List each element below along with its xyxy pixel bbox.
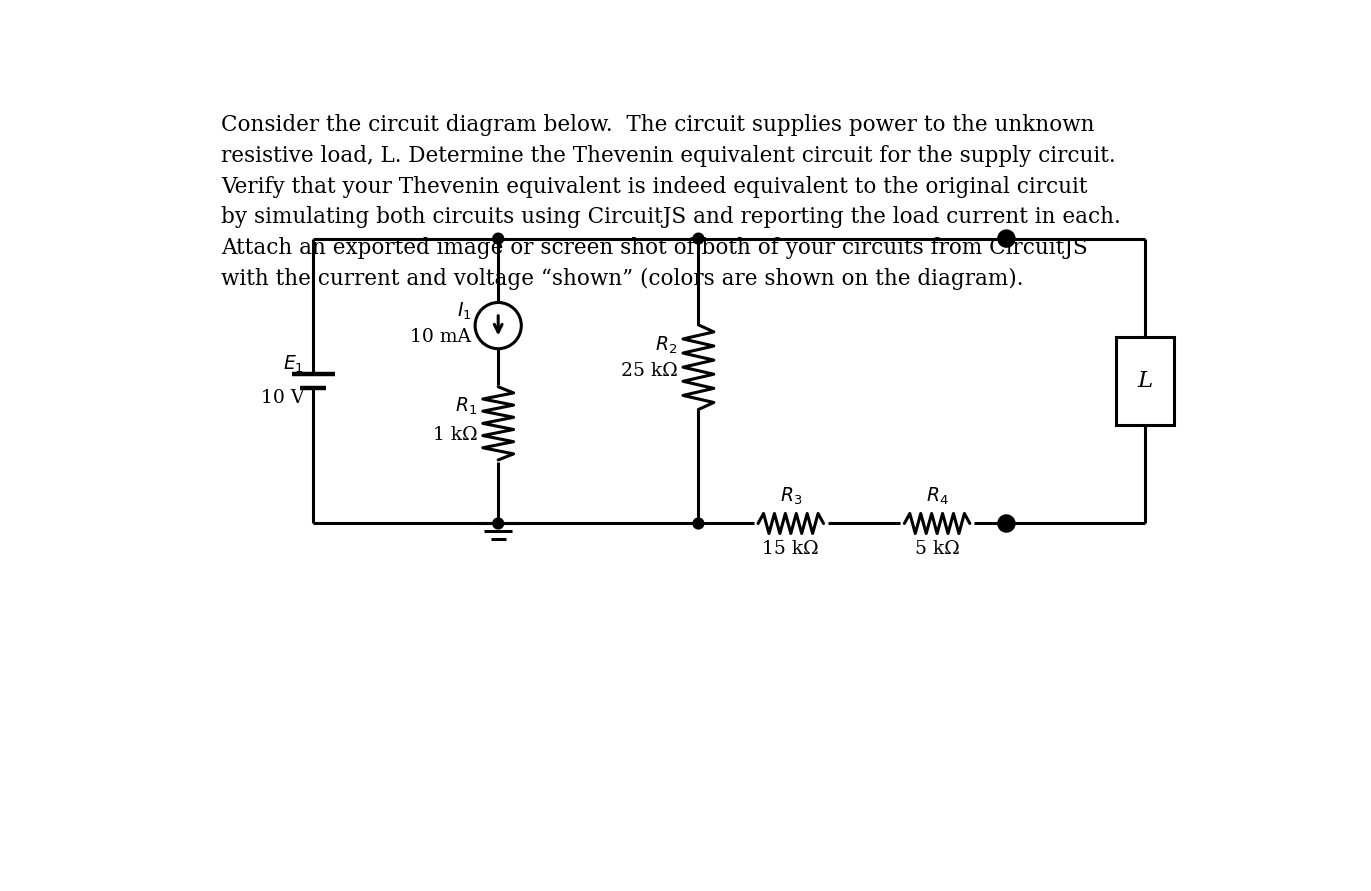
Circle shape — [692, 518, 703, 529]
Text: 25 kΩ: 25 kΩ — [621, 362, 677, 380]
Circle shape — [492, 233, 503, 244]
Bar — [1116, 337, 1174, 425]
Text: 10 V: 10 V — [260, 389, 304, 407]
Text: 1 kΩ: 1 kΩ — [433, 426, 477, 444]
Text: Consider the circuit diagram below.  The circuit supplies power to the unknown
r: Consider the circuit diagram below. The … — [221, 114, 1120, 290]
Text: 15 kΩ: 15 kΩ — [762, 541, 818, 559]
Text: $R_1$: $R_1$ — [455, 396, 477, 417]
Circle shape — [492, 518, 503, 529]
Text: $R_3$: $R_3$ — [780, 486, 802, 507]
Text: $I_1$: $I_1$ — [457, 301, 472, 323]
Text: 5 kΩ: 5 kΩ — [914, 541, 960, 559]
Text: $R_2$: $R_2$ — [655, 335, 677, 356]
Text: L: L — [1138, 370, 1153, 392]
Text: $E_1$: $E_1$ — [284, 354, 304, 375]
Text: 10 mA: 10 mA — [410, 328, 472, 346]
Circle shape — [998, 516, 1015, 531]
Text: $R_4$: $R_4$ — [925, 486, 949, 507]
Circle shape — [692, 233, 703, 244]
Circle shape — [998, 231, 1015, 246]
